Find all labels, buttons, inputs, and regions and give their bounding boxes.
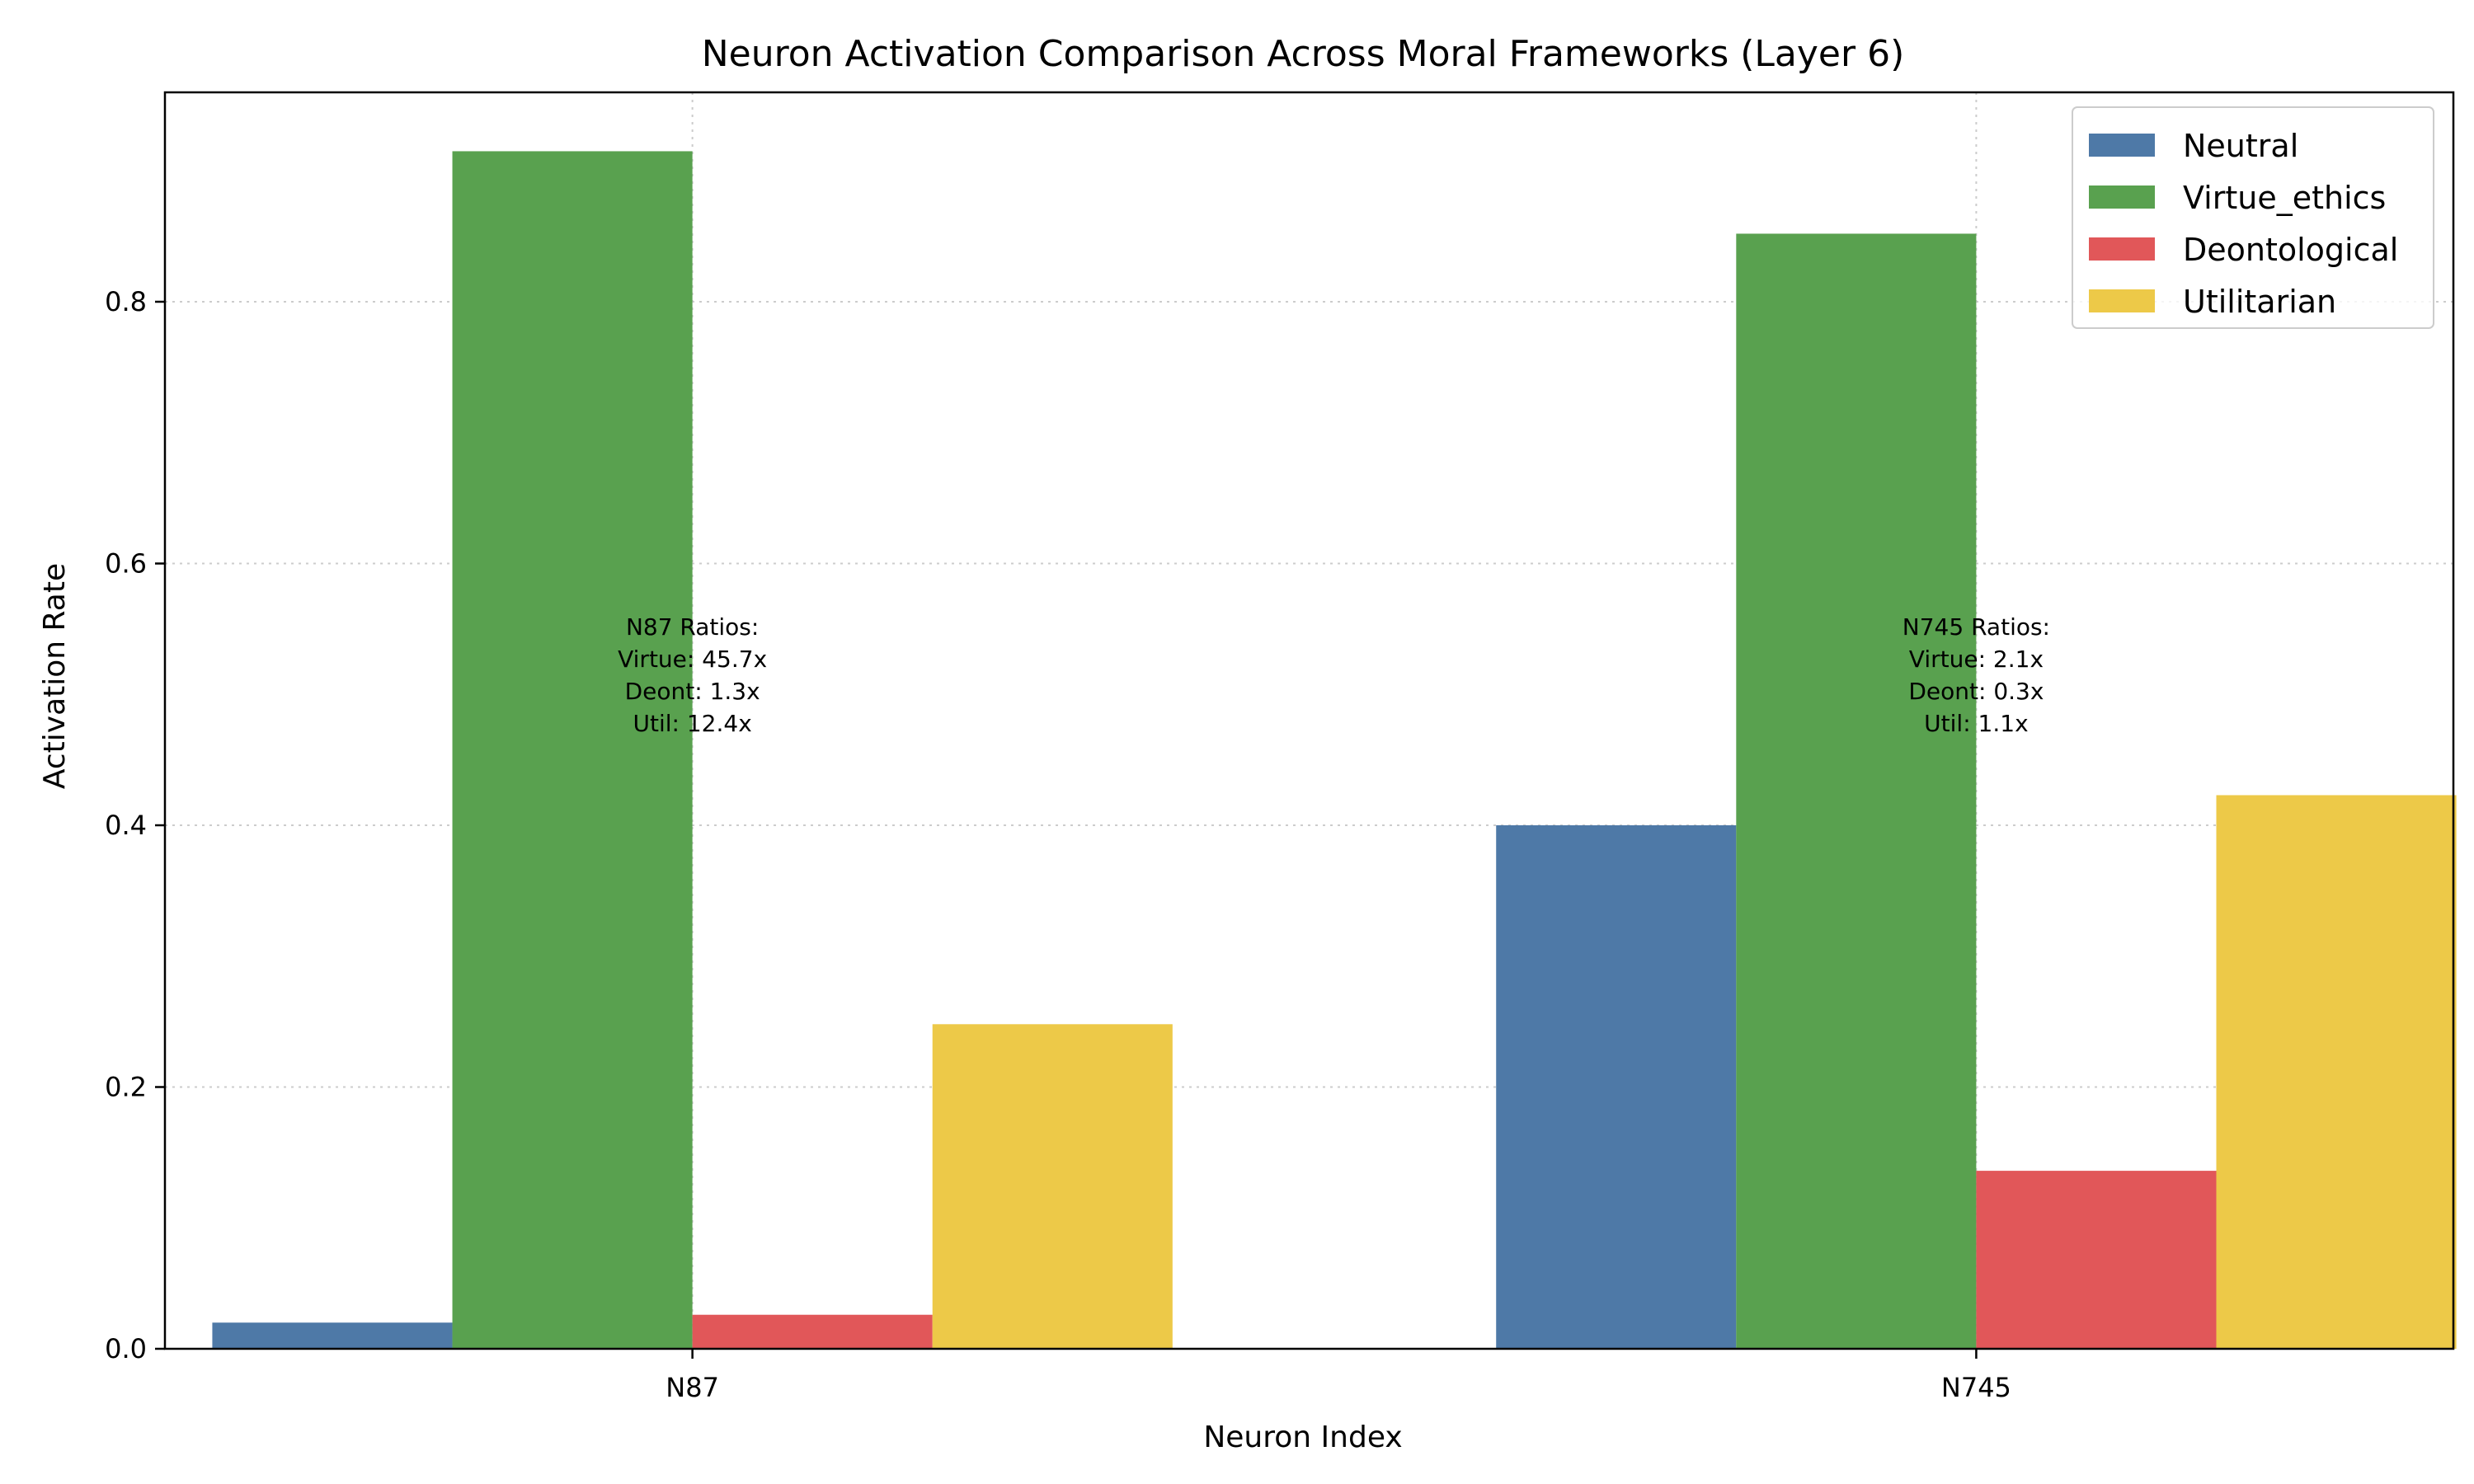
bar-utilitarian-n745 [2216,795,2457,1349]
x-axis: N87 N745 [666,1349,2011,1403]
annotation-line: Util: 1.1x [1924,710,2028,737]
bars [212,151,2457,1350]
ratio-annotation-n87: N87 Ratios: Virtue: 45.7x Deont: 1.3x Util:… [618,613,767,737]
y-tick-label: 0.2 [105,1072,147,1103]
legend-label-virtue_ethics: Virtue_ethics [2183,180,2386,216]
grid-lines [165,92,2453,1349]
legend-label-utilitarian: Utilitarian [2183,284,2336,320]
chart-title: Neuron Activation Comparison Across Mora… [702,33,1905,75]
bar-neutral-n87 [212,1322,453,1349]
annotation-line: Deont: 1.3x [625,678,760,705]
legend-label-deontological: Deontological [2183,232,2398,268]
legend-label-neutral: Neutral [2183,128,2298,164]
annotation-line: Virtue: 2.1x [1909,646,2044,673]
legend-swatch-utilitarian [2089,289,2155,312]
annotation-line: N745 Ratios: [1903,613,2050,641]
annotation-line: Virtue: 45.7x [618,646,767,673]
bar-utilitarian-n87 [932,1024,1173,1349]
legend-box [2072,106,2434,329]
legend: Neutral Virtue_ethics Deontological Utilita… [2072,106,2434,329]
annotation-line: N87 Ratios: [626,613,759,641]
legend-swatch-deontological [2089,237,2155,261]
y-axis-label: Activation Rate [38,563,72,789]
y-tick-label: 0.6 [105,548,147,580]
x-tick-label-n87: N87 [666,1372,719,1403]
y-tick-label: 0.0 [105,1333,147,1364]
legend-swatch-neutral [2089,134,2155,157]
annotations: N87 Ratios: Virtue: 45.7x Deont: 1.3x Util:… [618,613,2050,737]
annotation-line: Util: 12.4x [633,710,751,737]
x-tick-label-n745: N745 [1941,1372,2011,1403]
bar-virtue_ethics-n87 [452,151,693,1349]
x-axis-label: Neuron Index [1203,1421,1402,1454]
bar-neutral-n745 [1496,825,1737,1349]
y-tick-label: 0.4 [105,810,147,841]
bar-deontological-n87 [692,1314,933,1349]
annotation-line: Deont: 0.3x [1908,678,2044,705]
plot-frame [163,91,2455,1350]
y-axis: 0.0 0.2 0.4 0.6 0.8 [105,286,165,1364]
bar-virtue_ethics-n745 [1736,233,1977,1350]
y-tick-label: 0.8 [105,286,147,317]
legend-swatch-virtue_ethics [2089,186,2155,209]
ratio-annotation-n745: N745 Ratios: Virtue: 2.1x Deont: 0.3x Util:… [1903,613,2050,737]
bar-deontological-n745 [1976,1171,2217,1349]
